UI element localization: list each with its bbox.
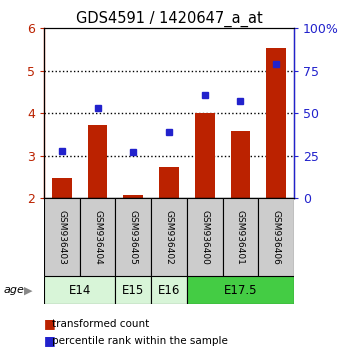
Bar (115, 276, 151, 304)
Bar (187, 276, 294, 304)
Bar (187, 198, 223, 276)
Text: GSM936406: GSM936406 (272, 210, 281, 265)
Text: E14: E14 (69, 284, 91, 297)
Text: E16: E16 (158, 284, 180, 297)
Text: percentile rank within the sample: percentile rank within the sample (52, 336, 228, 346)
Text: ▶: ▶ (24, 285, 33, 295)
Bar (151, 198, 187, 276)
Bar (115, 198, 151, 276)
Bar (195, 113, 215, 198)
Bar (80, 198, 115, 276)
Bar (44, 198, 80, 276)
Bar (151, 276, 187, 304)
Bar (223, 198, 258, 276)
Text: GSM936403: GSM936403 (57, 210, 66, 265)
Text: transformed count: transformed count (52, 319, 150, 329)
Text: GSM936404: GSM936404 (93, 210, 102, 264)
Text: GSM936405: GSM936405 (129, 210, 138, 265)
Bar (159, 167, 179, 198)
Bar (123, 195, 143, 198)
Text: E15: E15 (122, 284, 144, 297)
Bar (258, 198, 294, 276)
Bar (266, 48, 286, 198)
Bar (88, 125, 107, 198)
Text: GDS4591 / 1420647_a_at: GDS4591 / 1420647_a_at (76, 11, 262, 27)
Text: age: age (3, 285, 24, 295)
Text: GSM936401: GSM936401 (236, 210, 245, 265)
Bar (231, 131, 250, 198)
Bar (52, 178, 72, 198)
Text: ■: ■ (44, 318, 56, 330)
Text: GSM936400: GSM936400 (200, 210, 209, 265)
Bar (44, 276, 115, 304)
Text: ■: ■ (44, 334, 56, 347)
Text: GSM936402: GSM936402 (165, 210, 173, 264)
Text: E17.5: E17.5 (224, 284, 257, 297)
